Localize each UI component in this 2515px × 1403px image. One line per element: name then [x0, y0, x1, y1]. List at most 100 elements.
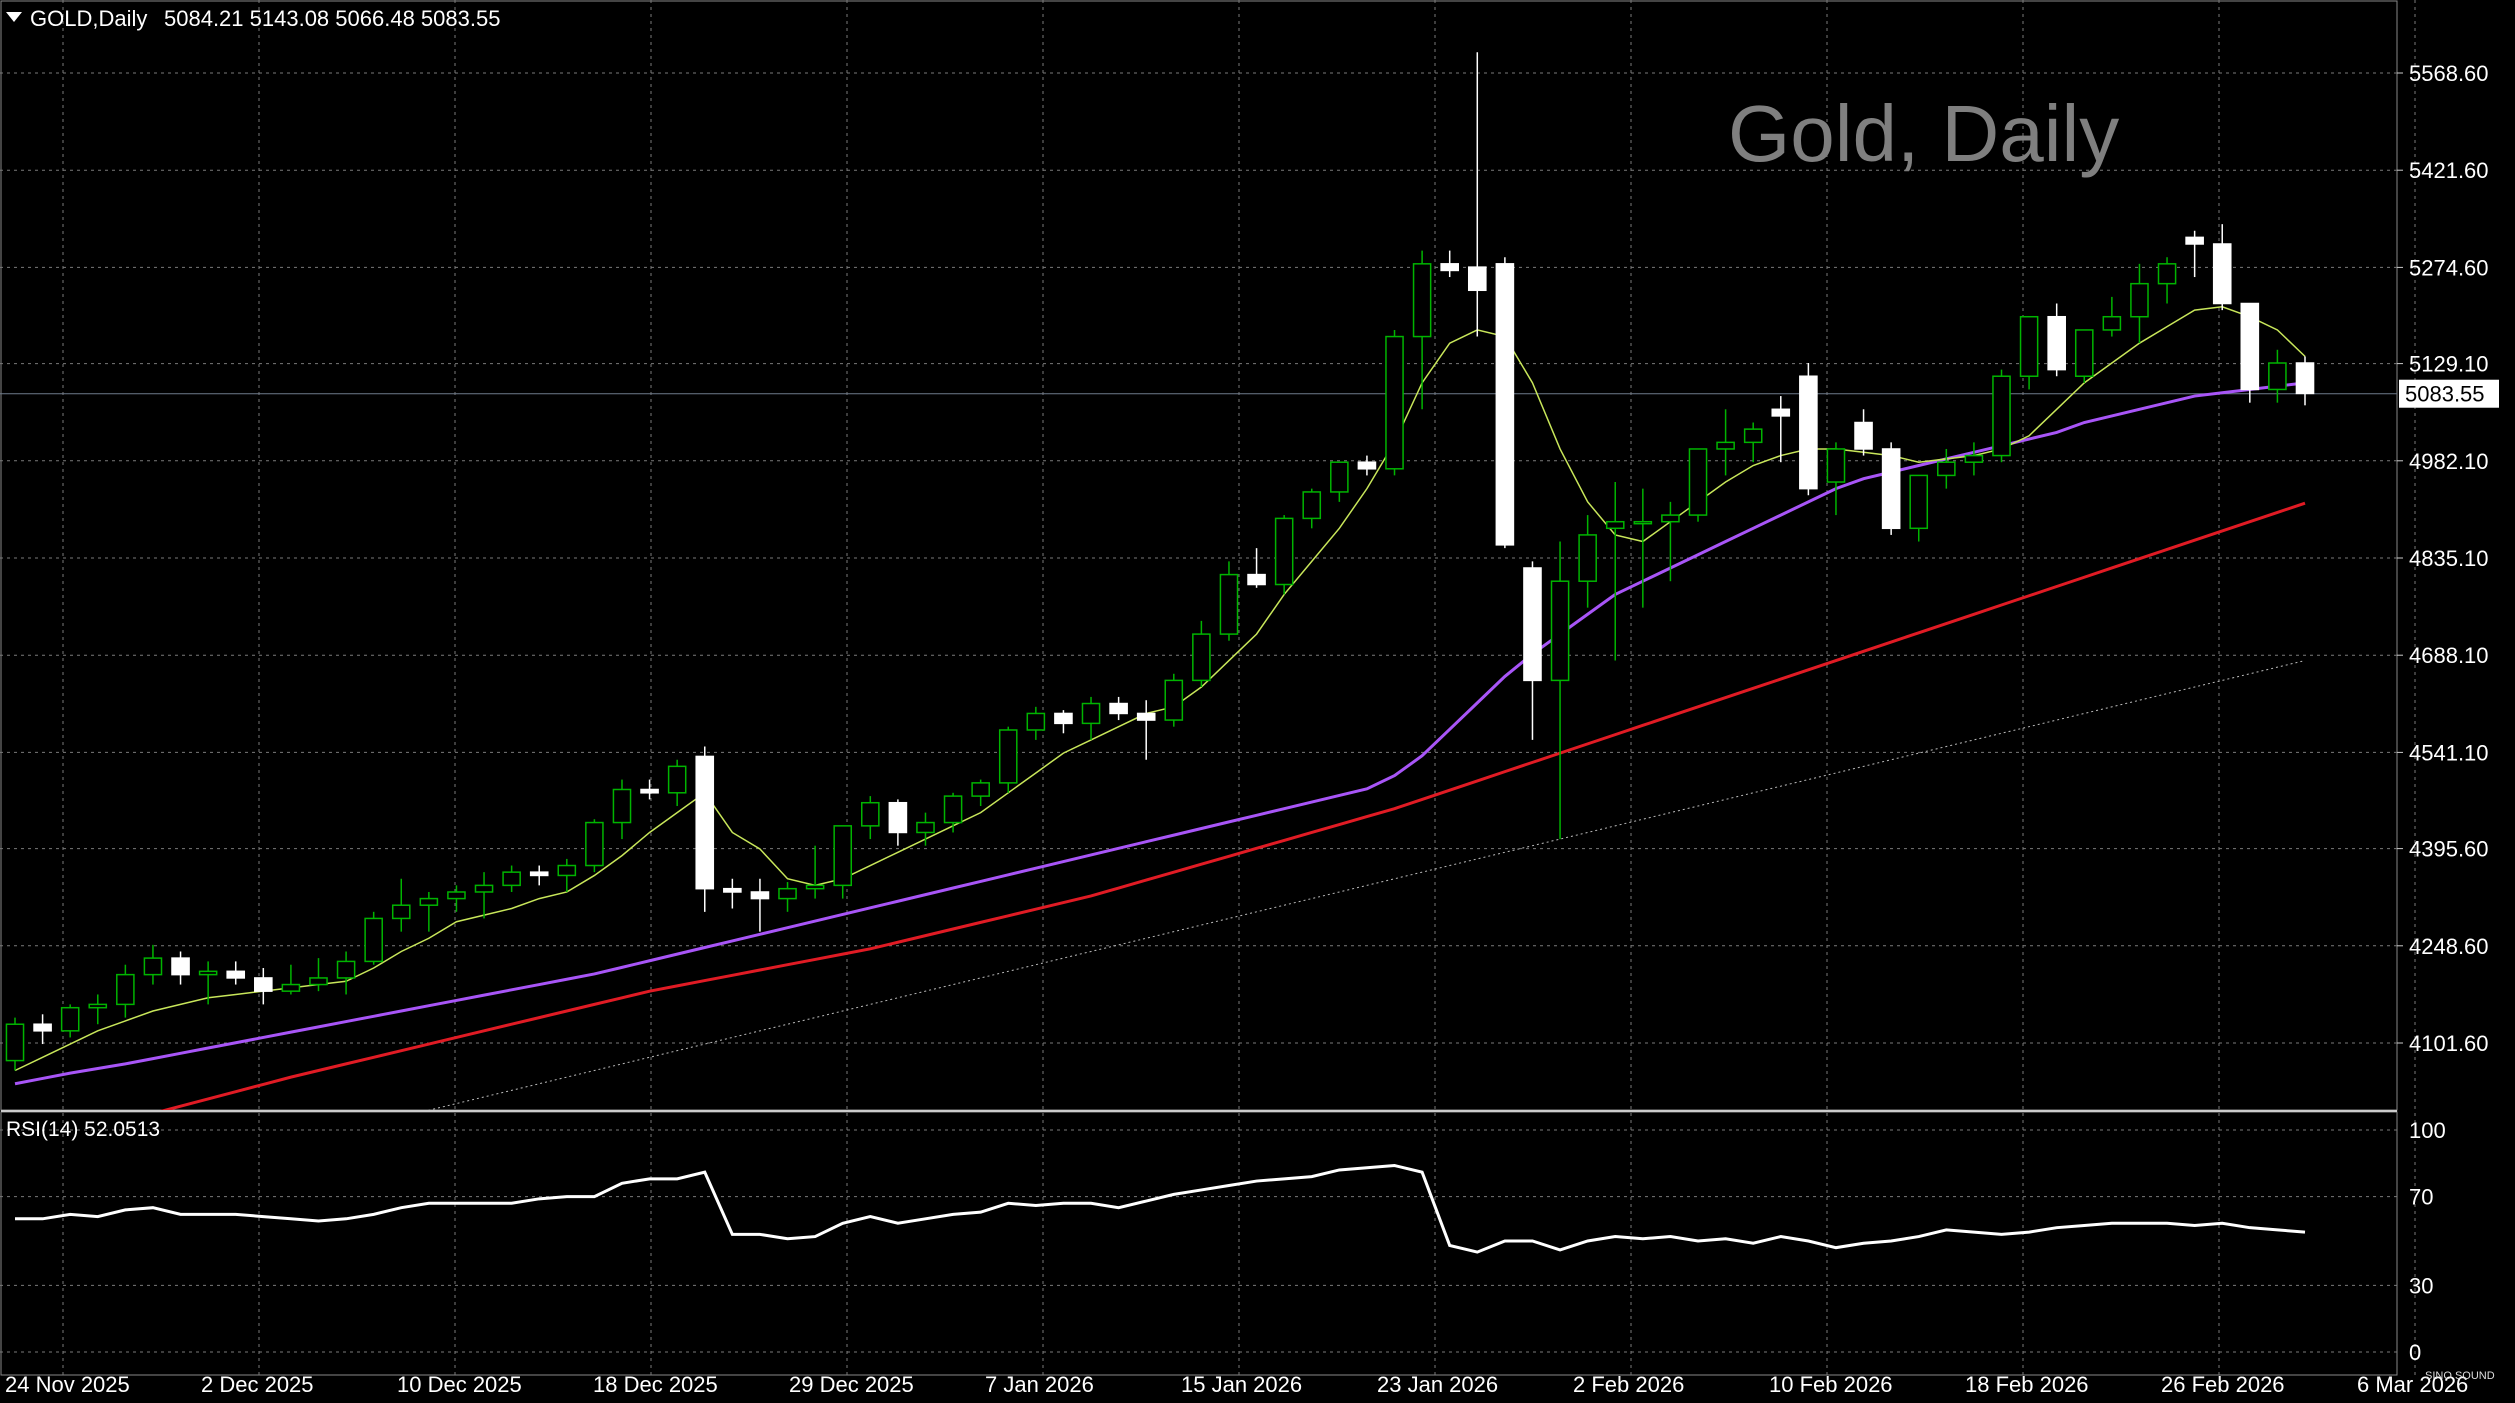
candle-body: [943, 795, 963, 824]
candle-body: [33, 1023, 52, 1032]
candle-body: [364, 917, 383, 963]
candle-body: [612, 788, 632, 824]
rsi-tick-label: 0: [2409, 1340, 2421, 1365]
candle-body: [1495, 263, 1515, 546]
candle-body: [1881, 448, 1901, 530]
candle-body: [1633, 520, 1653, 525]
ma-mid-line: [14, 381, 2306, 1086]
candle-body: [750, 891, 770, 900]
candle-body: [1964, 454, 1984, 463]
candle-body: [447, 891, 466, 900]
candle-body: [143, 957, 163, 976]
candle-body: [1274, 517, 1294, 586]
symbol-label: GOLD,Daily: [30, 6, 148, 31]
candle-body: [1771, 408, 1791, 417]
candle-body: [502, 871, 521, 887]
candle-body: [1302, 491, 1322, 520]
chart-menu-icon[interactable]: [6, 12, 22, 22]
candle-body: [2019, 315, 2039, 377]
candle-body: [171, 957, 190, 976]
date-label: 15 Jan 2026: [1181, 1372, 1302, 1397]
grid: [0, 0, 2416, 1376]
candle-body: [2185, 236, 2204, 245]
moving-averages: [14, 306, 2306, 1110]
candle-body: [1799, 375, 1818, 490]
price-label: 5421.60: [2409, 158, 2489, 183]
date-label: 2 Dec 2025: [201, 1372, 314, 1397]
current-price-box: [2399, 379, 2499, 408]
candle-body: [667, 765, 687, 794]
candle-body: [1467, 266, 1487, 292]
candle-body: [1357, 461, 1377, 470]
price-label: 4101.60: [2409, 1031, 2489, 1056]
candle-body: [1054, 712, 1073, 725]
price-label: 4395.60: [2409, 837, 2489, 862]
price-label: 5568.60: [2409, 61, 2489, 86]
candle-body: [1164, 679, 1184, 721]
candle-body: [1136, 712, 1156, 721]
price-label: 4982.10: [2409, 449, 2489, 474]
current-price-label: 5083.55: [2405, 382, 2485, 407]
candle-body: [254, 977, 273, 992]
candle-body: [2102, 315, 2122, 331]
date-label: 2 Feb 2026: [1573, 1372, 1684, 1397]
candle-body: [474, 884, 494, 893]
date-label: 24 Nov 2025: [5, 1372, 130, 1397]
candle-body: [860, 801, 880, 827]
candle-body: [778, 887, 797, 900]
price-label: 4835.10: [2409, 546, 2489, 571]
rsi-panel: 100 70 30 0: [0, 1118, 2446, 1365]
candle-body: [1743, 428, 1763, 444]
candle-body: [1716, 441, 1735, 450]
date-label: 6 Mar 2026: [2357, 1372, 2468, 1397]
candle-body: [1192, 633, 1211, 682]
candle-body: [1412, 263, 1432, 338]
price-label: 4248.60: [2409, 934, 2489, 959]
candle-body: [1385, 335, 1404, 470]
candle-body: [1605, 520, 1625, 530]
candle-body: [60, 1006, 80, 1032]
candle-body: [695, 755, 715, 890]
date-label: 29 Dec 2025: [789, 1372, 914, 1397]
date-label: 10 Feb 2026: [1769, 1372, 1893, 1397]
rsi-frame: [0, 1111, 2398, 1376]
candle-body: [1937, 461, 1956, 477]
ma-short-line: [14, 306, 2306, 1072]
date-label: 10 Dec 2025: [397, 1372, 522, 1397]
candle-body: [2074, 329, 2094, 377]
candle-body: [557, 864, 577, 877]
candle-body: [419, 897, 439, 906]
candle-body: [1826, 448, 1846, 483]
candle-body: [1440, 263, 1460, 272]
date-label: 7 Jan 2026: [985, 1372, 1094, 1397]
brand-logo: SINO SOUND: [2425, 1370, 2495, 1382]
candle-body: [1523, 567, 1542, 682]
candle-body: [1550, 580, 1570, 682]
candle-body: [916, 821, 935, 834]
candle-body: [723, 887, 742, 893]
rsi-tick-label: 100: [2409, 1118, 2446, 1143]
candle-body: [2240, 302, 2260, 391]
date-label: 18 Dec 2025: [593, 1372, 718, 1397]
candle-body: [2130, 282, 2149, 318]
candle-body: [2268, 362, 2287, 391]
candle-body: [971, 782, 990, 797]
candle-body: [1661, 514, 1680, 523]
price-label: 4541.10: [2409, 740, 2489, 765]
price-label: 5129.10: [2409, 352, 2489, 377]
candle-body: [2157, 263, 2177, 285]
candle-body: [2212, 243, 2232, 305]
candle-body: [1081, 702, 1101, 725]
rsi-tick-label: 30: [2409, 1273, 2433, 1298]
candle-body: [116, 973, 135, 1006]
candle-body: [1026, 712, 1046, 731]
candle-body: [1219, 573, 1239, 635]
candle-body: [2047, 315, 2066, 371]
candle-body: [309, 977, 328, 986]
date-label: 18 Feb 2026: [1965, 1372, 2089, 1397]
date-label: 23 Jan 2026: [1377, 1372, 1498, 1397]
rsi-tick-label: 70: [2409, 1185, 2433, 1210]
candle-body: [5, 1023, 25, 1062]
rsi-label: RSI(14) 52.0513: [6, 1118, 161, 1141]
